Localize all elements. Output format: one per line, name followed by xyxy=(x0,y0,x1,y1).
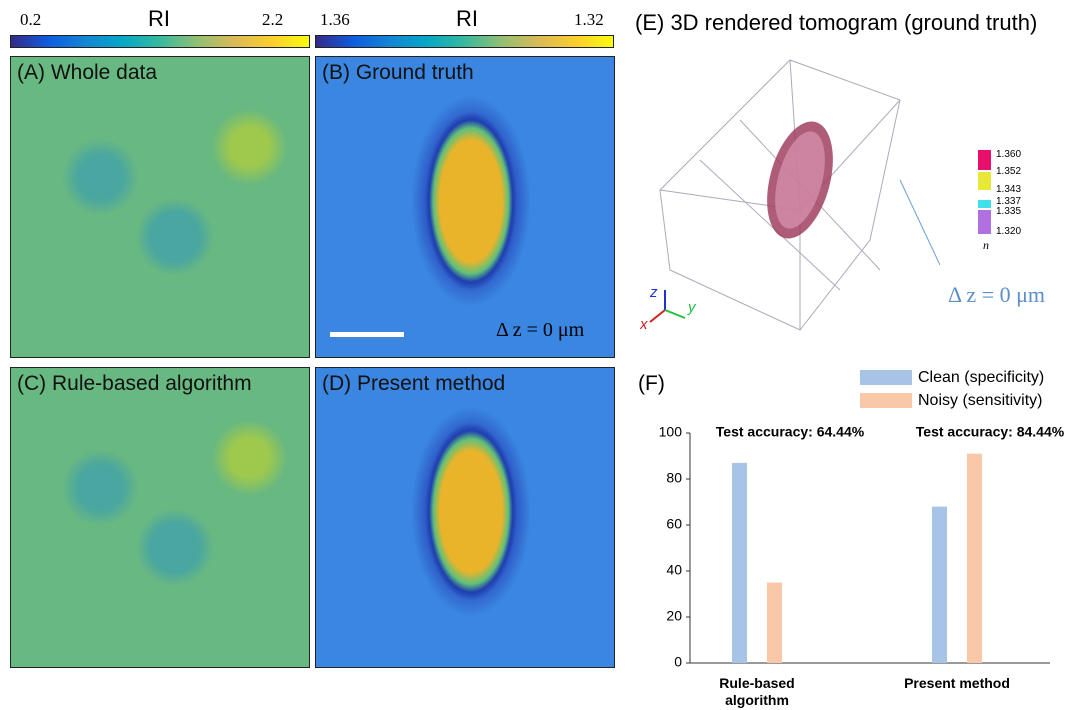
colorbar xyxy=(10,35,310,48)
y-tick-label: 60 xyxy=(666,516,682,532)
legend-value: 1.352 xyxy=(996,166,1021,177)
legend-swatch xyxy=(978,172,991,190)
axis-label: x xyxy=(640,316,648,333)
y-tick-label: 80 xyxy=(666,470,682,486)
annotation: Test accuracy: 64.44% xyxy=(716,424,865,440)
panel-title: (C) Rule-based algorithm xyxy=(17,372,252,396)
image-panel: (C) Rule-based algorithm xyxy=(10,367,310,668)
panel-title: (D) Present method xyxy=(322,372,505,396)
legend-label: Noisy (sensitivity) xyxy=(918,392,1042,409)
x-tick-label: Present method xyxy=(902,675,1012,692)
legend-swatch xyxy=(978,210,991,234)
legend-swatch xyxy=(860,393,912,408)
legend-value: 1.343 xyxy=(996,184,1021,195)
tomogram-render: z x y xyxy=(640,40,940,345)
annotation: Δ z = 0 μm xyxy=(496,319,584,342)
legend-unit: n xyxy=(983,238,989,253)
bar xyxy=(732,463,747,663)
legend-value: 1.335 xyxy=(996,206,1021,217)
y-tick-label: 100 xyxy=(659,424,683,440)
annotation: Test accuracy: 84.44% xyxy=(916,424,1065,440)
panel-title: (A) Whole data xyxy=(17,61,157,85)
scale-bar xyxy=(330,332,404,337)
axis-label: y xyxy=(687,299,697,316)
panel-title: (E) 3D rendered tomogram (ground truth) xyxy=(635,10,1037,36)
annotation: Δ z = 0 μm xyxy=(948,282,1045,308)
legend-value: 1.320 xyxy=(996,226,1021,237)
legend-swatch xyxy=(860,370,912,385)
bar-chart: 0 20 40 60 80 100 Test accuracy: 64.44% Test ac… xyxy=(630,360,1075,710)
y-tick-label: 0 xyxy=(674,654,682,670)
y-tick-label: 40 xyxy=(666,562,682,578)
axis-label: z xyxy=(649,284,658,301)
y-tick-label: 20 xyxy=(666,608,682,624)
colorbar-label: RI xyxy=(148,6,170,32)
colorbar-min: 1.36 xyxy=(320,10,350,30)
legend-value: 1.360 xyxy=(996,149,1021,160)
colorbar xyxy=(315,35,614,48)
legend-swatch xyxy=(978,200,991,208)
bar xyxy=(767,583,782,664)
bar xyxy=(932,507,947,663)
figure: 0.2 RI 2.2 1.36 RI 1.32 (A) Whole data (… xyxy=(0,0,1075,710)
legend-swatch xyxy=(978,150,991,170)
image-panel: (B) Ground truth Δ z = 0 μm xyxy=(315,56,615,358)
image-panel: (A) Whole data xyxy=(10,56,310,358)
bar xyxy=(967,454,982,663)
image-panel: (D) Present method xyxy=(315,367,615,668)
legend-label: Clean (specificity) xyxy=(918,369,1044,386)
colorbar-min: 0.2 xyxy=(20,10,41,30)
colorbar-max: 1.32 xyxy=(574,10,604,30)
x-tick-label: Rule-based algorithm xyxy=(702,675,812,709)
colorbar-label: RI xyxy=(456,6,478,32)
panel-title: (B) Ground truth xyxy=(322,61,474,85)
colorbar-max: 2.2 xyxy=(262,10,283,30)
